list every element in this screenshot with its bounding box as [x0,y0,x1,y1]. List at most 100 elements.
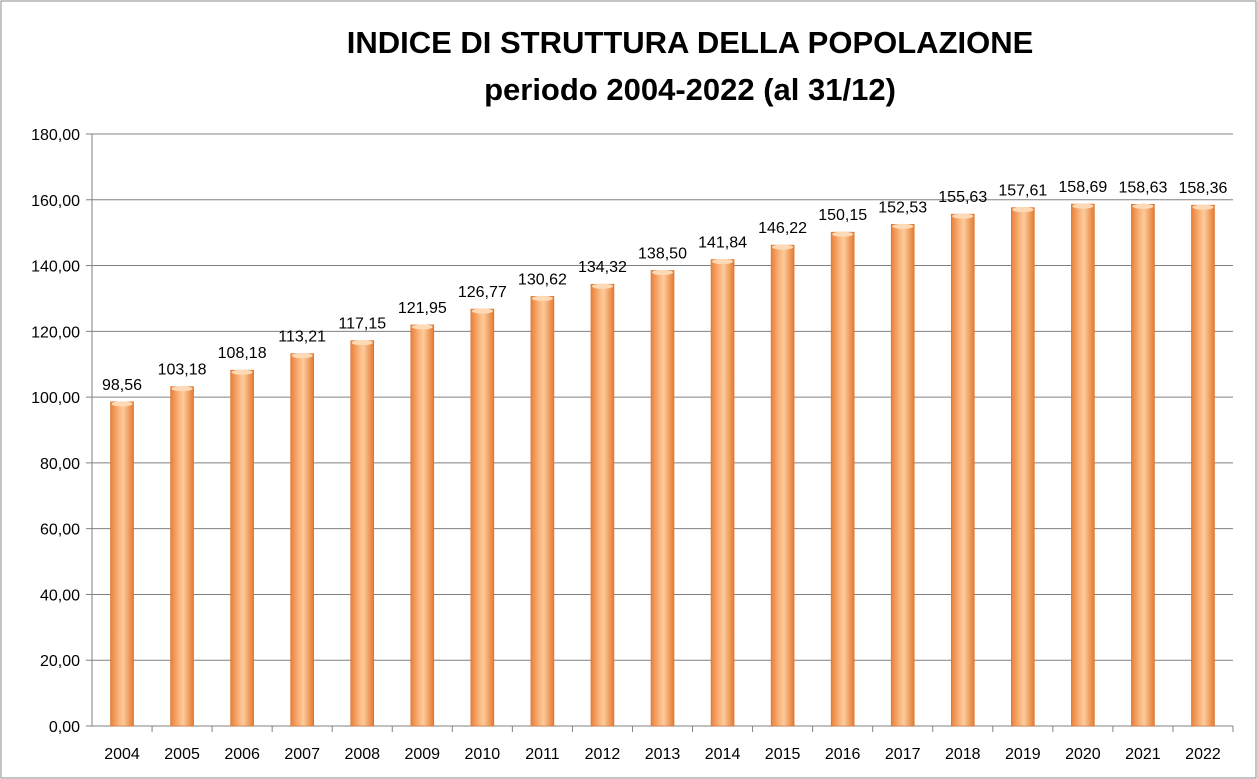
bar-2007 [290,353,314,727]
y-tick-label: 60,00 [40,522,80,539]
bar-cap [712,258,734,265]
bar-2006 [230,369,254,727]
bar-2004 [110,401,134,727]
bar-2019 [1011,207,1035,727]
bar-2011 [530,295,555,727]
data-label: 158,36 [1179,180,1228,197]
bar-2015 [770,244,795,727]
x-tick-label: 2007 [284,746,320,763]
bar [1011,207,1035,727]
data-label: 155,63 [938,189,987,206]
bar [110,401,134,727]
bar-cap [1012,207,1034,213]
bar-cap [111,401,133,407]
bar [470,308,495,727]
data-label: 121,95 [398,300,447,317]
bar-cap [1192,204,1214,210]
bar-2010 [470,308,495,727]
bar-cap [231,369,253,375]
data-label: 113,21 [278,329,326,346]
bar [170,386,194,727]
bar-cap [832,231,854,237]
bar-cap [952,213,974,219]
data-label: 117,15 [338,316,386,333]
x-tick-label: 2015 [765,746,801,763]
bar-cap [772,244,794,250]
bar-2009 [410,324,435,727]
x-tick-label: 2012 [585,746,621,763]
x-tick-label: 2006 [224,746,260,763]
x-tick-label: 2011 [525,746,560,763]
data-label: 158,69 [1058,179,1107,196]
bar-cap [291,353,313,359]
bar-cap [531,295,553,302]
bar [1071,203,1095,727]
bars [110,203,1215,727]
chart-title: INDICE DI STRUTTURA DELLA POPOLAZIONE [347,25,1034,60]
bar-cap [1072,203,1094,209]
bar-cap [351,340,373,346]
data-label: 103,18 [158,362,207,379]
data-label: 152,53 [878,199,927,216]
x-tick-label: 2016 [825,746,861,763]
bar-2022 [1191,204,1215,727]
bar [290,353,314,727]
x-tick-label: 2013 [645,746,681,763]
data-label: 126,77 [458,284,507,301]
bar [350,340,375,727]
data-label: 108,18 [218,345,267,362]
bar [890,224,915,727]
y-tick-label: 20,00 [40,653,80,670]
x-tick-label: 2008 [344,746,380,763]
data-label: 138,50 [638,245,687,262]
x-tick-label: 2009 [404,746,440,763]
data-label: 130,62 [518,271,567,288]
bar [770,244,795,727]
x-tick-label: 2022 [1185,746,1221,763]
x-axis-ticks: 2004 2005 2006 2007 2008 2009 2010 2011 2012 2013… [104,746,1221,763]
x-tick-label: 2021 [1125,746,1161,763]
data-labels: 98,56 103,18 108,18 113,21 117,15 121,95 126,7… [102,179,1228,394]
y-tick-label: 0,00 [49,719,80,736]
x-tick-label: 2010 [465,746,501,763]
bar-2013 [650,269,675,727]
bar [1131,203,1155,727]
bar-cap [411,324,433,330]
bar-cap [471,308,493,314]
bar-cap [591,283,613,289]
bar-2012 [590,283,615,727]
y-tick-label: 140,00 [31,259,80,276]
data-label: 150,15 [818,207,867,224]
chart-subtitle: periodo 2004-2022 (al 31/12) [484,72,896,107]
x-tick-label: 2017 [885,746,921,763]
data-label: 146,22 [758,220,807,237]
data-label: 141,84 [698,235,747,252]
bar-2014 [710,258,735,727]
bar [590,283,615,727]
x-tick-label: 2005 [164,746,200,763]
x-tick-label: 2004 [104,746,140,763]
data-label: 98,56 [102,377,142,394]
data-label: 158,63 [1118,179,1167,196]
bar-cap [171,386,193,392]
bar-2018 [950,213,975,727]
x-tick-label: 2019 [1005,746,1041,763]
bar [830,231,855,727]
bar [650,270,675,727]
x-tick-label: 2020 [1065,746,1101,763]
bar [230,369,254,727]
bar-2016 [830,231,855,727]
y-tick-label: 180,00 [31,127,80,144]
y-tick-label: 160,00 [31,193,80,210]
bar-2021 [1131,203,1155,727]
bar [950,213,975,727]
bar-cap [892,223,914,229]
bar-2005 [170,386,194,727]
y-tick-label: 40,00 [40,587,80,604]
y-axis-ticks: 0,00 20,00 40,00 60,00 80,00 100,00 120,00 140,… [31,127,80,736]
y-tick-label: 100,00 [31,390,80,407]
bar [1191,204,1215,727]
